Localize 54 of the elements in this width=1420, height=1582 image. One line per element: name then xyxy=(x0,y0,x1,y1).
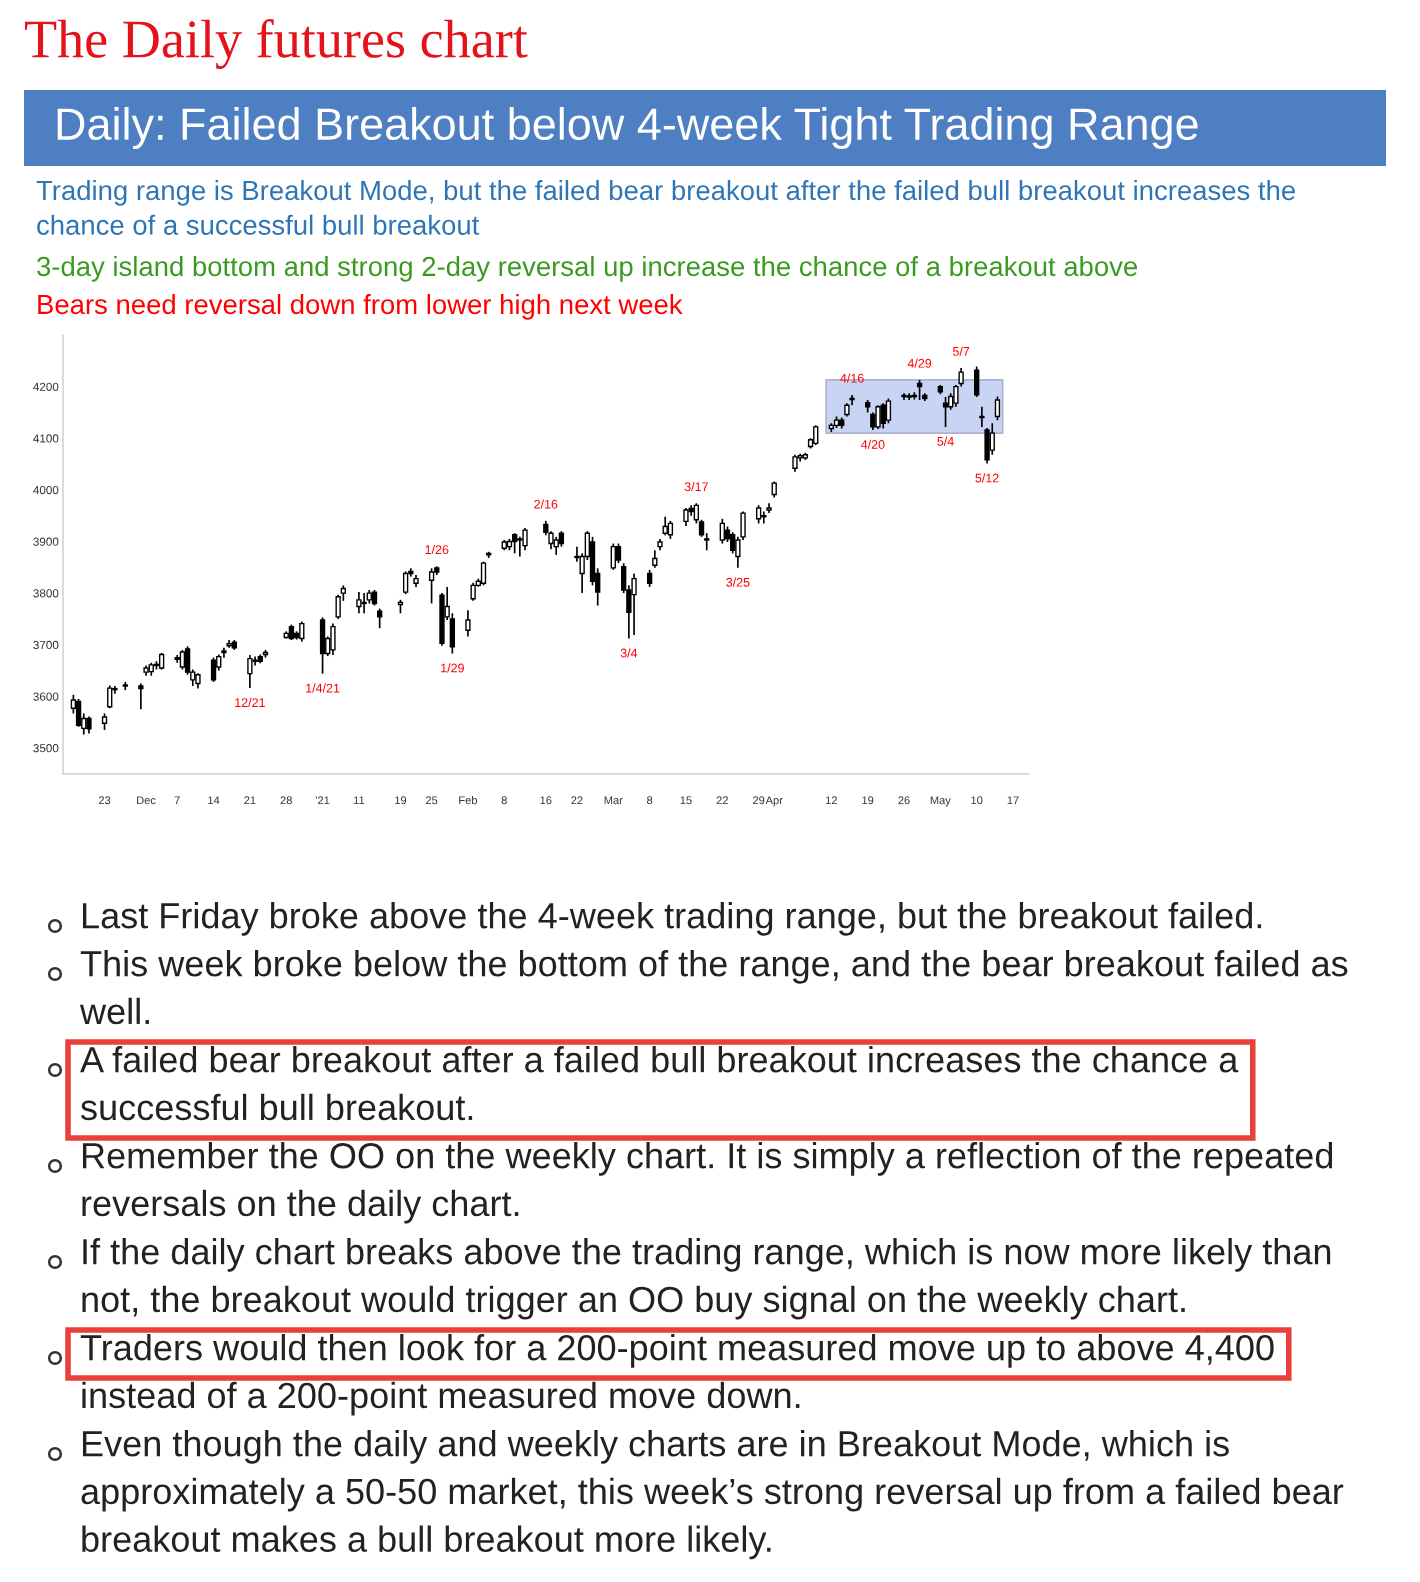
chart-title: The Daily futures chart xyxy=(24,19,528,69)
candlestick xyxy=(942,396,949,428)
candlestick xyxy=(511,532,518,555)
candlestick xyxy=(989,422,995,456)
candlestick xyxy=(875,404,881,430)
candlestick xyxy=(517,536,523,558)
candlestick xyxy=(470,581,476,602)
candlestick xyxy=(979,405,985,428)
candlestick xyxy=(356,591,362,615)
candlestick xyxy=(330,622,336,656)
candlestick xyxy=(428,567,435,605)
text: If the daily chart breaks above the trading range, which is now more likely than not, the breakout would trigger an OO buy signal on the weekly chart. xyxy=(82,1238,1331,1320)
candlestick xyxy=(994,395,1001,422)
candlestick xyxy=(610,542,616,571)
text: Bears need reversal down from lower high next week xyxy=(38,294,683,320)
candlestick xyxy=(402,570,409,595)
text: Even though the daily and weekly charts are in Breakout Mode, which is approximately a 50-50 market, this week’s strong reversal up from a failed bear breakout makes a bull breakout more likely. xyxy=(81,1430,1344,1560)
candlestick xyxy=(901,392,907,401)
candlestick xyxy=(247,654,253,689)
text: Last Friday broke above the 4-week trading range, but the breakout failed. xyxy=(82,902,1262,936)
candlestick xyxy=(755,504,762,525)
text: A failed bear breakout after a failed bull breakout increases the chance a successful bull breakout. xyxy=(80,1046,1239,1121)
candlestick xyxy=(984,427,990,465)
candlestick xyxy=(761,510,767,525)
candlestick xyxy=(361,592,367,615)
chart-subtitle: Daily: Failed Breakout below 4-week Tight Trading Range xyxy=(57,107,1198,149)
candlestick xyxy=(631,572,637,636)
candlestick xyxy=(107,684,113,710)
candlestick xyxy=(465,609,471,638)
candlestick xyxy=(319,616,326,675)
candlestick xyxy=(667,520,674,540)
text: Traders would then look for a 200-point measured move up to above 4,400 instead of a 200-point measured move down. xyxy=(80,1334,1274,1416)
candlestick xyxy=(813,424,819,446)
candlestick xyxy=(210,656,217,683)
candlestick xyxy=(522,527,528,552)
candlestick xyxy=(75,698,82,728)
candlestick xyxy=(974,365,980,398)
candlestick xyxy=(299,620,305,643)
candlestick xyxy=(916,379,923,401)
text: This week broke below the bottom of the range, and the bear breakout failed as well. xyxy=(79,950,1348,1025)
candlestick xyxy=(138,682,144,711)
candlestick xyxy=(683,507,689,527)
text: 3-day island bottom and strong 2-day reversal up increase the chance of a breakout above xyxy=(37,256,1137,282)
candlestick xyxy=(719,517,725,545)
candlestick xyxy=(179,649,186,671)
text: Trading range is Breakout Mode, but the failed bear breakout after the failed bull breakout increases the chance of a successful bull breakout xyxy=(36,180,1295,235)
candlestick xyxy=(615,542,622,565)
candlestick xyxy=(335,593,341,620)
candlestick xyxy=(662,515,668,537)
candlestick xyxy=(885,397,892,425)
candlestick xyxy=(880,402,886,430)
candlestick xyxy=(553,536,559,556)
candlestick xyxy=(377,607,383,630)
text: Remember the OO on the weekly chart. It is simply a reflection of the repeated reversals on the daily chart. xyxy=(82,1142,1333,1224)
